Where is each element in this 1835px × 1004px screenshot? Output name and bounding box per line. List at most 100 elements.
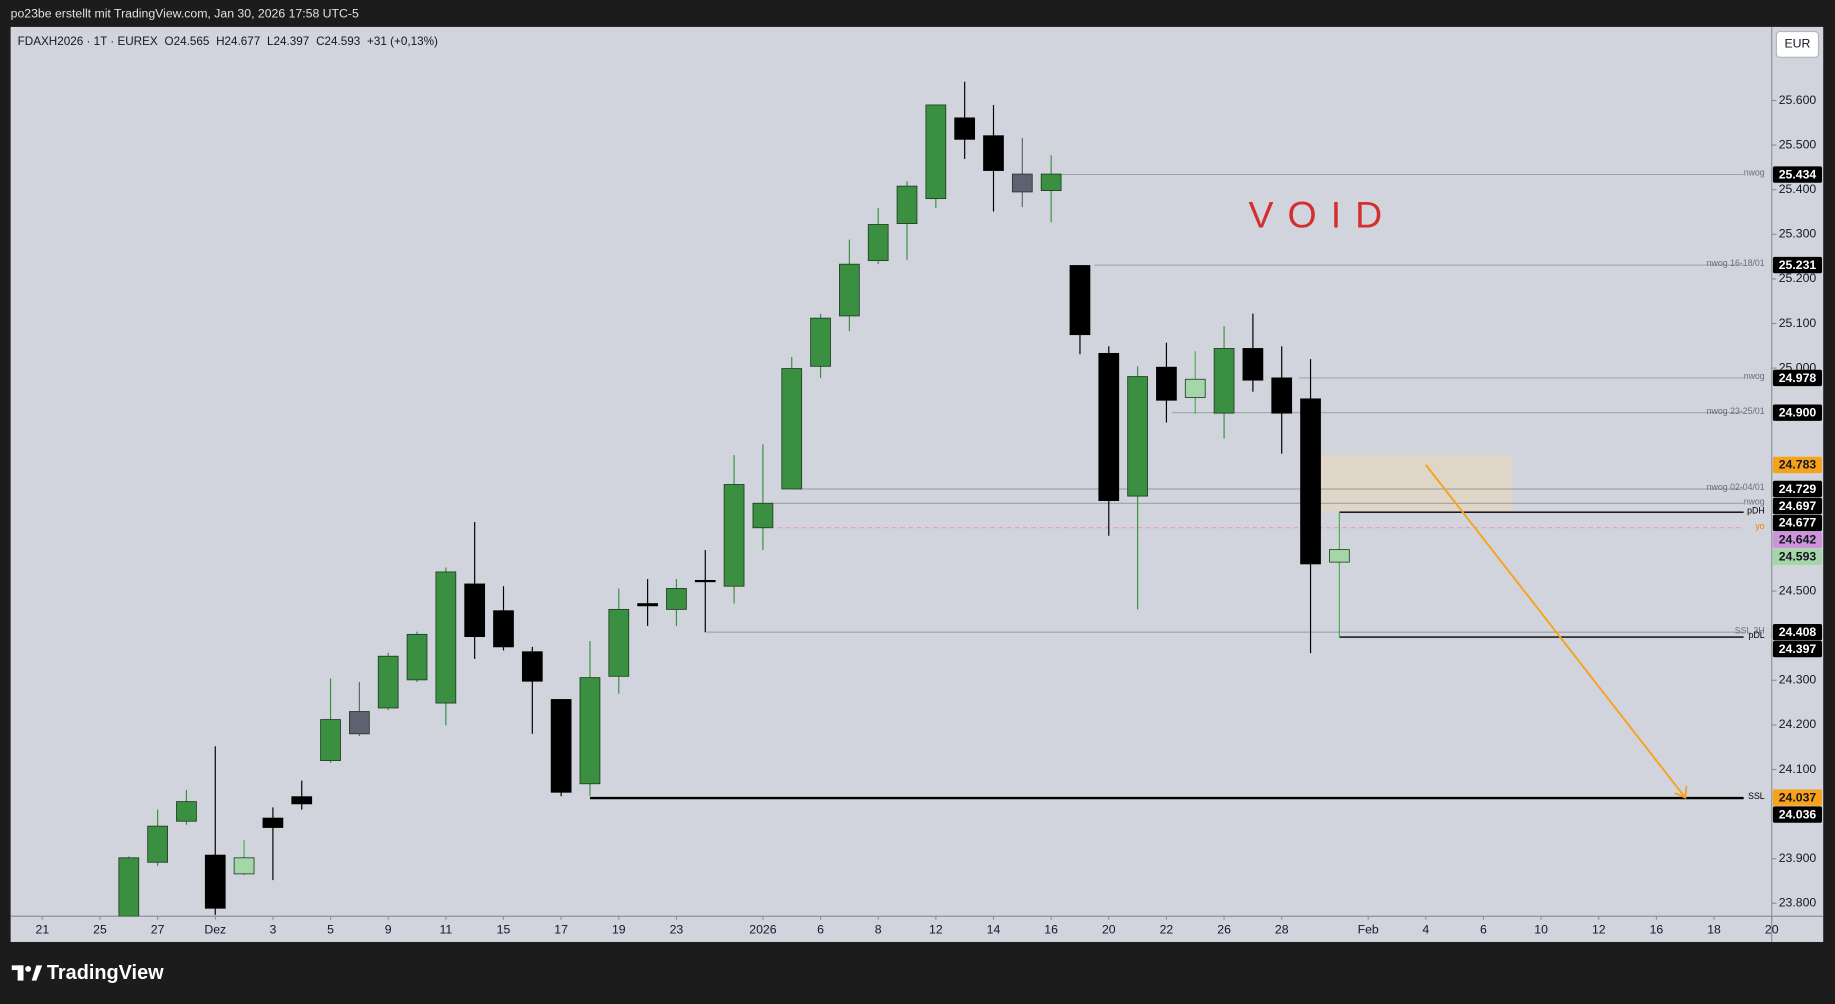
candle-body bbox=[1098, 352, 1120, 501]
price-badge-label: 24.642 bbox=[1779, 533, 1817, 547]
candle-body bbox=[147, 825, 168, 863]
x-tick-label: 16 bbox=[1044, 923, 1058, 937]
candle-body bbox=[204, 854, 226, 909]
price-badge bbox=[1772, 806, 1823, 823]
price-badge-label: 24.036 bbox=[1779, 807, 1817, 821]
candle-body bbox=[464, 583, 486, 638]
candle-body bbox=[377, 655, 399, 709]
x-tick-label: 15 bbox=[497, 923, 511, 937]
y-tick-label: 25.200 bbox=[1779, 271, 1817, 285]
legend-close: C24.593 bbox=[316, 35, 360, 48]
candle-body bbox=[1213, 348, 1235, 414]
y-tick-label: 25.100 bbox=[1779, 316, 1817, 330]
arrow-head bbox=[1674, 785, 1688, 799]
price-badge bbox=[1772, 369, 1823, 387]
price-badge-label: 24.697 bbox=[1779, 499, 1817, 513]
y-tick-label: 25.600 bbox=[1779, 93, 1817, 107]
x-tick-label: 21 bbox=[36, 923, 50, 937]
currency-label[interactable]: EUR bbox=[1785, 37, 1811, 51]
y-tick-label: 24.100 bbox=[1779, 762, 1817, 776]
candle-body bbox=[1184, 378, 1206, 398]
level-name: nwog 23-25/01 bbox=[1707, 406, 1765, 416]
y-tick-label: 25.400 bbox=[1779, 182, 1817, 196]
legend-high: H24.677 bbox=[216, 35, 260, 48]
price-badge bbox=[1772, 166, 1823, 183]
x-tick-label: Feb bbox=[1358, 923, 1379, 937]
price-badge bbox=[1772, 404, 1823, 421]
candle-body bbox=[118, 857, 140, 917]
candle-body bbox=[1156, 366, 1177, 401]
x-tick-label: 5 bbox=[327, 923, 334, 937]
price-badge-label: 24.783 bbox=[1779, 458, 1817, 472]
x-tick-label: 14 bbox=[987, 923, 1001, 937]
x-tick-label: 8 bbox=[875, 923, 882, 937]
y-tick-label: 24.300 bbox=[1779, 673, 1817, 687]
candle-body bbox=[810, 317, 831, 367]
level-name: SSL 3H bbox=[1735, 625, 1765, 635]
price-badge bbox=[1772, 480, 1823, 498]
candle-body bbox=[781, 368, 803, 490]
candle-body bbox=[1069, 265, 1091, 336]
brand-logo bbox=[11, 965, 43, 981]
currency-button[interactable] bbox=[1775, 31, 1820, 58]
arrow bbox=[1425, 464, 1686, 799]
y-tick-label: 25.500 bbox=[1779, 137, 1817, 151]
candle-body bbox=[637, 603, 658, 607]
x-tick-label: 12 bbox=[1592, 923, 1606, 937]
price-badge-label: 24.397 bbox=[1779, 642, 1817, 656]
level-name: nwog bbox=[1744, 168, 1765, 178]
price-badge-label: 24.037 bbox=[1779, 790, 1817, 804]
x-tick-label: 6 bbox=[817, 923, 824, 937]
level-name: nwog 16-18/01 bbox=[1707, 258, 1765, 268]
candle-body bbox=[723, 484, 745, 587]
x-tick-label: 23 bbox=[670, 923, 684, 937]
y-tick-label: 25.300 bbox=[1779, 227, 1817, 241]
x-tick-label: 17 bbox=[554, 923, 568, 937]
level-name: SSL bbox=[1748, 791, 1765, 801]
candle-body bbox=[1040, 173, 1062, 192]
price-badge-label: 24.729 bbox=[1779, 482, 1817, 496]
x-tick-label: 18 bbox=[1707, 923, 1721, 937]
candle-body bbox=[752, 502, 774, 529]
x-tick-label: 27 bbox=[151, 923, 165, 937]
candle-body bbox=[1271, 377, 1293, 414]
candle-body bbox=[1011, 173, 1033, 193]
x-tick-label: 20 bbox=[1765, 923, 1779, 937]
price-badge bbox=[1772, 514, 1823, 532]
legend-change: +31 (+0,13%) bbox=[367, 35, 438, 48]
candle-body bbox=[406, 633, 428, 681]
x-tick-label: 16 bbox=[1650, 923, 1664, 937]
price-badge bbox=[1772, 531, 1823, 549]
candle-body bbox=[694, 579, 716, 583]
y-tick-label: 23.900 bbox=[1779, 851, 1817, 865]
x-tick-label: 2026 bbox=[749, 923, 776, 937]
candle-body bbox=[896, 185, 918, 225]
x-tick-label: 12 bbox=[929, 923, 943, 937]
x-tick-label: 19 bbox=[612, 923, 626, 937]
price-badge bbox=[1772, 640, 1823, 658]
y-tick-label: 23.800 bbox=[1779, 896, 1817, 910]
candle-body bbox=[291, 796, 313, 805]
candle-body bbox=[521, 651, 543, 682]
level-name: nwog bbox=[1744, 496, 1765, 506]
plot-area bbox=[118, 81, 1744, 917]
candle-body bbox=[954, 117, 976, 140]
x-tick-label: 28 bbox=[1275, 923, 1289, 937]
y-tick-label: 24.200 bbox=[1779, 717, 1817, 731]
level-name: pDL bbox=[1749, 630, 1765, 640]
x-tick-label: 25 bbox=[93, 923, 107, 937]
level-name: yo bbox=[1755, 521, 1764, 531]
candle-body bbox=[1329, 549, 1350, 563]
candle-body bbox=[925, 104, 947, 200]
price-badge-label: 24.677 bbox=[1779, 516, 1817, 530]
candle-body bbox=[550, 699, 572, 793]
x-tick-label: 26 bbox=[1217, 923, 1231, 937]
legend-open: O24.565 bbox=[164, 35, 209, 48]
header-text: po23be erstellt mit TradingView.com, Jan… bbox=[11, 6, 359, 20]
x-tick-label: 10 bbox=[1534, 923, 1548, 937]
price-badge-label: 24.900 bbox=[1779, 406, 1817, 420]
price-badge-label: 25.434 bbox=[1779, 167, 1817, 181]
y-tick-label: 24.500 bbox=[1779, 583, 1817, 597]
